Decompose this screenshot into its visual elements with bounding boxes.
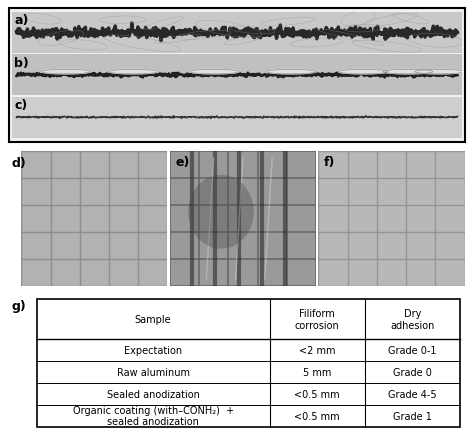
Circle shape bbox=[190, 70, 239, 75]
Circle shape bbox=[266, 70, 316, 75]
Text: <0.5 mm: <0.5 mm bbox=[294, 389, 340, 399]
Text: <0.5 mm: <0.5 mm bbox=[294, 411, 340, 420]
Text: a): a) bbox=[14, 14, 28, 27]
Text: c): c) bbox=[14, 99, 27, 112]
Ellipse shape bbox=[188, 176, 254, 249]
Text: Organic coating (with–CONH₂)  +
sealed anodization: Organic coating (with–CONH₂) + sealed an… bbox=[73, 405, 234, 427]
Text: f): f) bbox=[324, 156, 336, 169]
Text: e): e) bbox=[176, 156, 190, 169]
Text: Sealed anodization: Sealed anodization bbox=[107, 389, 200, 399]
Circle shape bbox=[109, 70, 158, 75]
Text: Expectation: Expectation bbox=[124, 346, 182, 355]
Text: Grade 0: Grade 0 bbox=[393, 367, 432, 377]
Circle shape bbox=[415, 70, 465, 75]
Circle shape bbox=[338, 70, 388, 75]
Circle shape bbox=[383, 70, 433, 75]
Text: Filiform
corrosion: Filiform corrosion bbox=[295, 309, 339, 330]
Text: 5 mm: 5 mm bbox=[303, 367, 331, 377]
Text: Sample: Sample bbox=[135, 314, 172, 325]
Text: Grade 0-1: Grade 0-1 bbox=[388, 346, 437, 355]
Text: g): g) bbox=[12, 299, 27, 312]
Text: Grade 4-5: Grade 4-5 bbox=[388, 389, 437, 399]
Text: <2 mm: <2 mm bbox=[299, 346, 336, 355]
Text: d): d) bbox=[12, 156, 27, 170]
Circle shape bbox=[41, 70, 91, 75]
Text: Dry
adhesion: Dry adhesion bbox=[390, 309, 435, 330]
Text: Raw aluminum: Raw aluminum bbox=[117, 367, 190, 377]
Text: Grade 1: Grade 1 bbox=[393, 411, 432, 420]
Text: b): b) bbox=[14, 57, 29, 70]
